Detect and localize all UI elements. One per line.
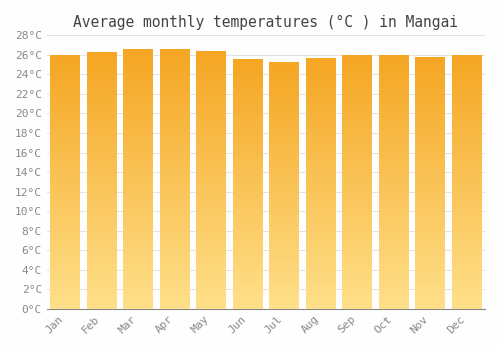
Title: Average monthly temperatures (°C ) in Mangai: Average monthly temperatures (°C ) in Ma… bbox=[74, 15, 458, 30]
